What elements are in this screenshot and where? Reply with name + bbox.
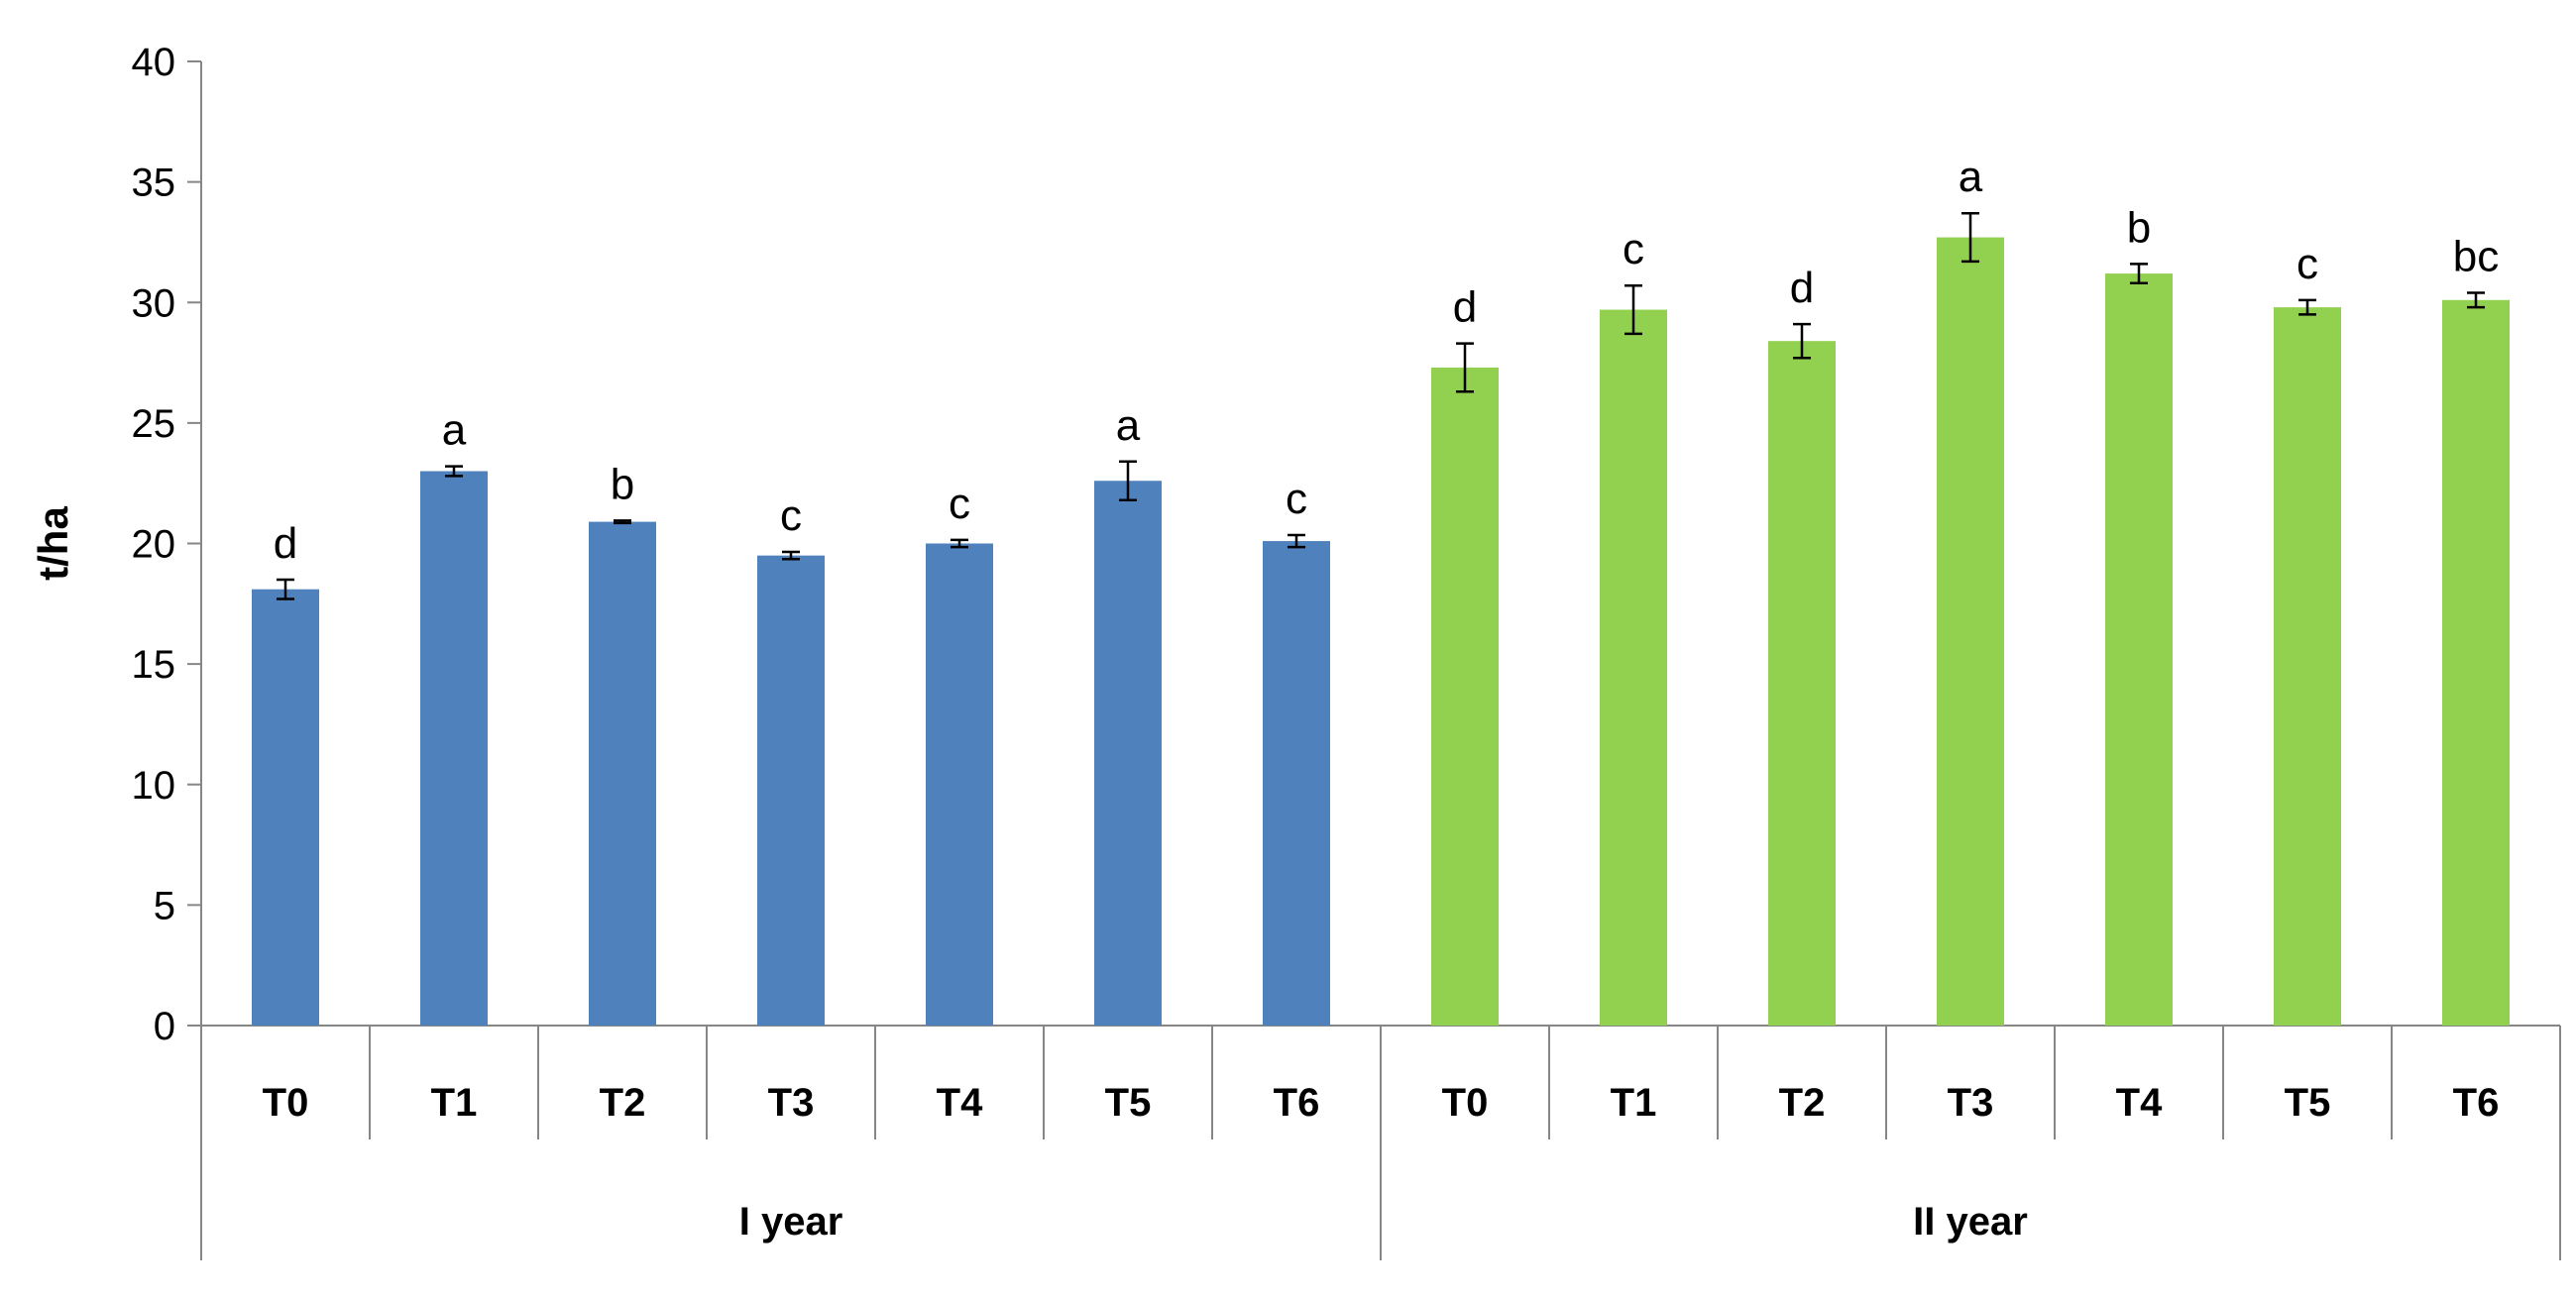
bar	[2274, 307, 2341, 1026]
significance-letter: d	[1453, 283, 1477, 332]
category-label: T1	[431, 1081, 478, 1125]
category-label: T2	[600, 1081, 646, 1125]
category-label: T3	[1948, 1081, 1994, 1125]
bar	[1431, 367, 1499, 1026]
bar	[2442, 299, 2510, 1026]
y-tick-label: 30	[132, 281, 176, 325]
y-tick-label: 20	[132, 523, 176, 567]
significance-letter: c	[949, 480, 970, 528]
y-tick-label: 5	[154, 884, 175, 927]
significance-letter: a	[1959, 153, 1983, 201]
significance-letter: b	[2127, 203, 2151, 252]
category-label: T6	[1274, 1081, 1320, 1125]
bar	[757, 555, 825, 1026]
category-label: T6	[2453, 1081, 2500, 1125]
category-label: T0	[263, 1081, 309, 1125]
bar	[1937, 237, 2004, 1026]
category-label: T5	[1105, 1081, 1152, 1125]
y-tick-label: 0	[154, 1005, 175, 1048]
labels-layer: 0 5 10 15 20 25 30 35 40 d T0 a T1 b T2 c T3 c T4 a T5 c T6 I y…	[132, 41, 2500, 1244]
significance-letter: c	[1286, 475, 1307, 523]
category-label: T5	[2285, 1081, 2331, 1125]
significance-letter: d	[1790, 264, 1814, 312]
bar	[1094, 481, 1162, 1026]
bars-layer	[252, 211, 2510, 1026]
y-tick-label: 35	[132, 162, 176, 205]
bar	[252, 589, 319, 1026]
category-label: T0	[1442, 1081, 1489, 1125]
group-label: I year	[739, 1200, 843, 1244]
category-label: T2	[1779, 1081, 1826, 1125]
bar	[1600, 309, 1667, 1026]
y-axis-title: t/ha	[30, 506, 76, 581]
significance-letter: a	[1116, 401, 1141, 450]
bar	[589, 521, 656, 1026]
significance-letter: c	[1623, 225, 1644, 273]
bar	[420, 471, 488, 1026]
significance-letter: c	[2296, 240, 2318, 288]
significance-letter: c	[780, 491, 802, 540]
category-label: T3	[768, 1081, 815, 1125]
y-tick-label: 40	[132, 41, 176, 84]
category-label: T4	[937, 1081, 983, 1125]
significance-letter: b	[611, 460, 634, 508]
group-label: II year	[1913, 1200, 2028, 1244]
y-tick-label: 15	[132, 643, 176, 687]
significance-letter: bc	[2453, 233, 2499, 281]
bar	[2105, 273, 2173, 1026]
significance-letter: a	[442, 406, 467, 455]
y-tick-label: 10	[132, 764, 176, 808]
significance-letter: d	[274, 519, 297, 568]
y-tick-label: 25	[132, 402, 176, 446]
bar	[1263, 541, 1330, 1026]
axes-layer	[187, 60, 2561, 1260]
category-label: T4	[2116, 1081, 2163, 1125]
bar	[926, 543, 993, 1026]
category-label: T1	[1611, 1081, 1657, 1125]
bar	[1768, 341, 1836, 1026]
